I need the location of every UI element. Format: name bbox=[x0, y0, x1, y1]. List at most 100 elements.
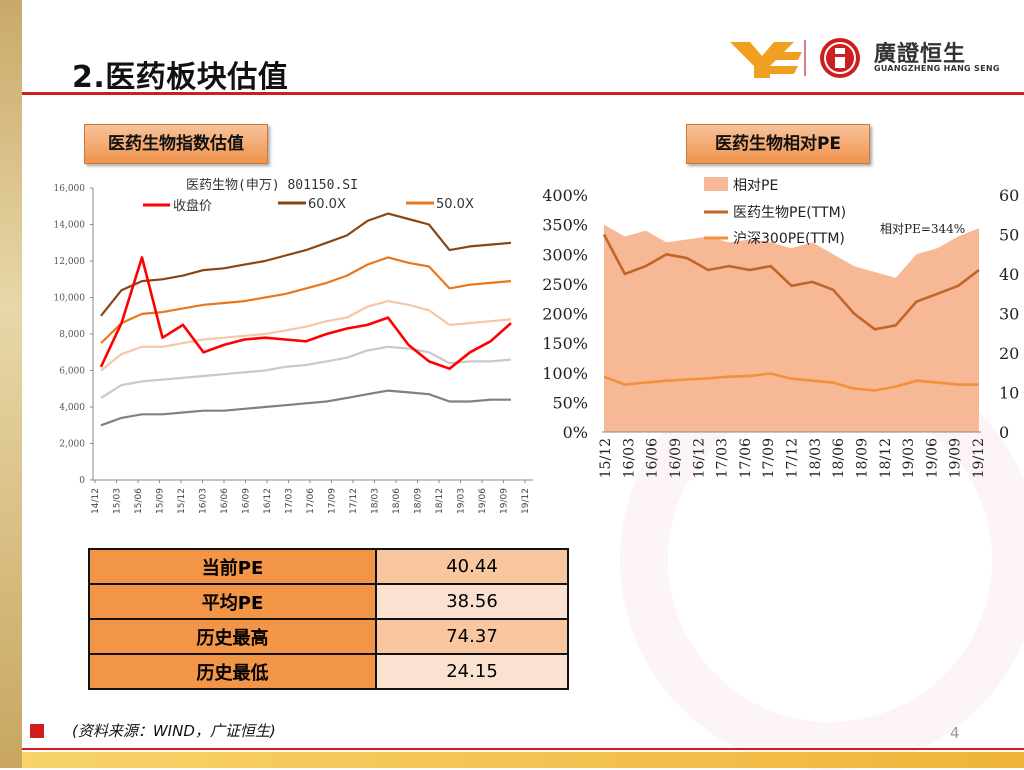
logo-name-en: GUANGZHENG HANG SENG bbox=[874, 64, 1000, 73]
page-number: 4 bbox=[950, 724, 960, 742]
series-line-0 bbox=[99, 256, 512, 370]
table-row: 平均PE 38.56 bbox=[88, 583, 569, 620]
x-tick-label: 18/09 bbox=[854, 438, 870, 478]
chart1-legend: 收盘价 60.0X 50.0X bbox=[143, 197, 474, 214]
x-tick-label: 16/03 bbox=[199, 488, 209, 514]
table-key-cell: 平均PE bbox=[88, 583, 377, 620]
left-tick-label: 300% bbox=[542, 245, 588, 264]
footer-marker bbox=[30, 724, 44, 738]
footer-bar bbox=[22, 752, 1024, 768]
series-line-5 bbox=[100, 389, 511, 427]
right-tick-label: 0 bbox=[999, 423, 1009, 442]
x-tick-label: 18/06 bbox=[392, 488, 402, 514]
x-tick-label: 19/09 bbox=[500, 488, 510, 514]
x-tick-label: 19/03 bbox=[901, 438, 917, 478]
x-tick-label: 17/03 bbox=[285, 488, 295, 514]
data-source-note: (资料来源：WIND，广证恒生) bbox=[72, 722, 276, 740]
table-value-cell: 24.15 bbox=[375, 653, 569, 690]
x-tick-label: 18/12 bbox=[878, 438, 894, 478]
table-value-cell: 38.56 bbox=[375, 583, 569, 620]
table-key-cell: 历史最低 bbox=[88, 653, 377, 690]
footer-line bbox=[22, 748, 1024, 750]
series-line-1 bbox=[100, 212, 512, 317]
x-tick-label: 17/06 bbox=[306, 488, 316, 514]
series-line-1 bbox=[602, 233, 980, 331]
table-key-cell: 历史最高 bbox=[88, 618, 377, 655]
left-tick-label: 150% bbox=[542, 334, 588, 353]
x-tick-label: 18/09 bbox=[414, 488, 424, 514]
y-tick-label: 10,000 bbox=[54, 294, 86, 304]
table-value-cell: 40.44 bbox=[375, 548, 569, 585]
table-row: 历史最低 24.15 bbox=[88, 653, 569, 690]
right-tick-label: 10 bbox=[999, 384, 1019, 403]
left-tick-label: 0% bbox=[563, 423, 588, 442]
pe-summary-table: 当前PE 40.44 平均PE 38.56 历史最高 74.37 历史最低 24… bbox=[88, 548, 569, 690]
x-tick-label: 17/09 bbox=[761, 438, 777, 478]
logo-name-cn: 廣證恒生 bbox=[874, 42, 967, 67]
y-tick-label: 6,000 bbox=[59, 367, 85, 377]
x-tick-label: 19/06 bbox=[478, 488, 488, 514]
x-tick-label: 16/06 bbox=[220, 488, 230, 514]
x-tick-label: 17/12 bbox=[785, 438, 801, 478]
x-tick-label: 18/12 bbox=[435, 488, 445, 514]
left-tick-label: 250% bbox=[542, 275, 588, 294]
logo-divider bbox=[804, 40, 806, 76]
x-tick-label: 17/03 bbox=[715, 438, 731, 478]
seal-icon bbox=[820, 38, 860, 78]
x-tick-label: 17/09 bbox=[328, 488, 338, 514]
relpe-area bbox=[604, 224, 979, 432]
x-tick-label: 18/06 bbox=[831, 438, 847, 478]
table-value-cell: 74.37 bbox=[375, 618, 569, 655]
x-tick-label: 16/03 bbox=[621, 438, 637, 478]
left-tick-label: 50% bbox=[552, 393, 588, 412]
x-tick-label: 17/12 bbox=[349, 488, 359, 514]
legend-60x-label: 60.0X bbox=[308, 197, 346, 212]
x-tick-label: 15/06 bbox=[134, 488, 144, 514]
y-tick-label: 0 bbox=[79, 476, 85, 486]
y-tick-label: 8,000 bbox=[59, 330, 85, 340]
left-tick-label: 350% bbox=[542, 216, 588, 235]
relative-pe-chart: 0% 50% 100% 150% 200% 250% 300% 350% 400% 0 10 20 30… bbox=[542, 177, 1019, 478]
legend-close-label: 收盘价 bbox=[173, 198, 212, 214]
right-tick-label: 60 bbox=[999, 186, 1019, 205]
legend-50x-label: 50.0X bbox=[436, 197, 474, 212]
x-tick-label: 15/03 bbox=[113, 488, 123, 514]
y-tick-label: 2,000 bbox=[59, 440, 85, 450]
company-logo bbox=[730, 42, 802, 78]
table-row: 当前PE 40.44 bbox=[88, 548, 569, 585]
x-tick-label: 16/09 bbox=[242, 488, 252, 514]
legend-relpe-label: 相对PE bbox=[733, 178, 778, 194]
x-tick-label: 18/03 bbox=[808, 438, 824, 478]
series-line-3 bbox=[100, 300, 512, 372]
title-divider bbox=[22, 92, 1024, 95]
series-line-2 bbox=[603, 372, 979, 392]
x-tick-label: 19/03 bbox=[457, 488, 467, 514]
x-tick-label: 15/12 bbox=[177, 488, 187, 514]
legend-hs300-label: 沪深300PE(TTM) bbox=[733, 231, 845, 247]
x-tick-label: 19/06 bbox=[924, 438, 940, 478]
right-tick-label: 20 bbox=[999, 344, 1019, 363]
chart1-title: 医药生物(申万) 801150.SI bbox=[186, 178, 358, 193]
table-row: 历史最高 74.37 bbox=[88, 618, 569, 655]
x-tick-label: 18/03 bbox=[371, 488, 381, 514]
x-tick-label: 16/12 bbox=[263, 488, 273, 514]
page-title: 2.医药板块估值 bbox=[72, 60, 289, 95]
index-valuation-chart: 医药生物(申万) 801150.SI 收盘价 60.0X 50.0X 0 2,00… bbox=[54, 178, 533, 514]
x-tick-label: 16/12 bbox=[691, 438, 707, 478]
series-line-2 bbox=[100, 256, 512, 344]
left-chart-tag: 医药生物指数估值 bbox=[84, 124, 268, 164]
x-tick-label: 16/09 bbox=[668, 438, 684, 478]
right-chart-tag: 医药生物相对PE bbox=[686, 124, 870, 164]
ye-mark-icon bbox=[730, 42, 802, 78]
y-tick-label: 16,000 bbox=[54, 184, 86, 194]
y-tick-label: 14,000 bbox=[54, 221, 86, 231]
x-tick-label: 19/09 bbox=[948, 438, 964, 478]
relpe-annotation: 相对PE=344% bbox=[880, 222, 965, 236]
x-tick-label: 19/12 bbox=[521, 488, 531, 514]
legend-pharma-label: 医药生物PE(TTM) bbox=[733, 205, 846, 221]
x-tick-label: 14/12 bbox=[91, 488, 101, 514]
chart2-legend: 相对PE 医药生物PE(TTM) 沪深300PE(TTM) bbox=[704, 177, 846, 247]
series-line-4 bbox=[100, 345, 512, 399]
left-decor-bar bbox=[0, 0, 22, 768]
x-tick-label: 15/12 bbox=[598, 438, 614, 478]
